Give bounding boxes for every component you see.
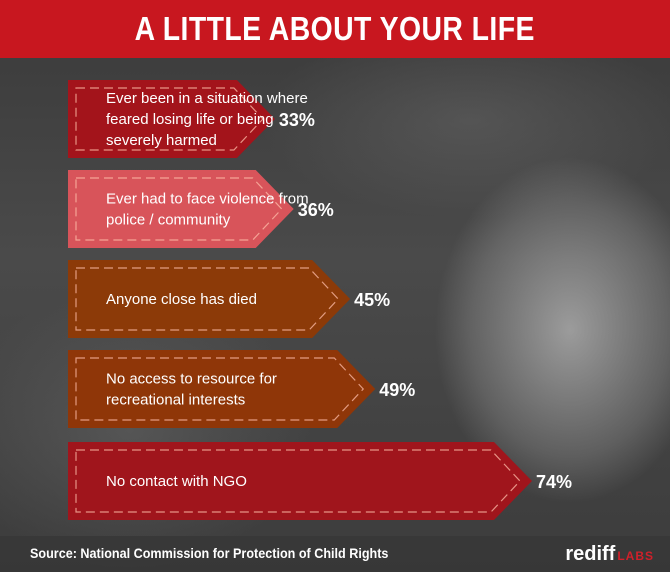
bar-value-label: 33% xyxy=(279,110,315,130)
bar-dashed-outline xyxy=(75,357,365,421)
bar-category-line: Ever had to face violence from xyxy=(106,191,309,208)
bar-value-label: 36% xyxy=(298,200,334,220)
bar-category-line: Anyone close has died xyxy=(106,291,257,308)
bar-category-label: No contact with NGO xyxy=(106,473,247,490)
bar-category-label: Ever been in a situation where feared los… xyxy=(106,90,308,149)
bar-category-line: police / community xyxy=(106,212,231,229)
bar-category-line: Ever been in a situation where xyxy=(106,90,308,107)
bar xyxy=(68,442,532,520)
bar-category-line: No contact with NGO xyxy=(106,473,247,490)
bar-row: Ever had to face violence from police / c… xyxy=(68,170,334,248)
bar-dashed-outline xyxy=(75,267,339,331)
bar xyxy=(68,350,376,428)
bar xyxy=(68,80,275,158)
bar-value-label: 45% xyxy=(354,290,390,310)
brand-name: rediff xyxy=(565,543,616,565)
footer-bar xyxy=(0,536,670,572)
bar-category-line: No access to resource for xyxy=(106,371,277,388)
bar-dashed-outline xyxy=(75,449,521,513)
bar-category-line: severely harmed xyxy=(106,132,217,149)
bar-category-line: recreational interests xyxy=(106,392,245,409)
bar-row: Ever been in a situation where feared los… xyxy=(68,80,315,158)
source-note: Source: National Commission for Protecti… xyxy=(30,545,389,561)
bar-category-label: No access to resource for recreational in… xyxy=(106,371,277,409)
bar xyxy=(68,260,351,338)
bar-dashed-outline xyxy=(75,177,283,241)
page-title: A LITTLE ABOUT YOUR LIFE xyxy=(134,10,536,47)
title-bar: A LITTLE ABOUT YOUR LIFE xyxy=(0,0,670,58)
bar-row: Anyone close has died 45% xyxy=(68,260,390,338)
bar-category-label: Anyone close has died xyxy=(106,291,257,308)
bar-category-label: Ever had to face violence from police / c… xyxy=(106,191,309,229)
bar xyxy=(68,170,294,248)
brand-logo: rediff LABS xyxy=(565,543,654,566)
bar-chart: Ever been in a situation where feared los… xyxy=(68,80,572,520)
bar-dashed-outline xyxy=(75,87,264,151)
bar-category-line: feared losing life or being xyxy=(106,111,274,128)
bar-value-label: 49% xyxy=(379,380,415,400)
bar-row: No access to resource for recreational in… xyxy=(68,350,415,428)
bar-row: No contact with NGO 74% xyxy=(68,442,572,520)
brand-suffix: LABS xyxy=(617,549,654,563)
bar-value-label: 74% xyxy=(536,472,572,492)
